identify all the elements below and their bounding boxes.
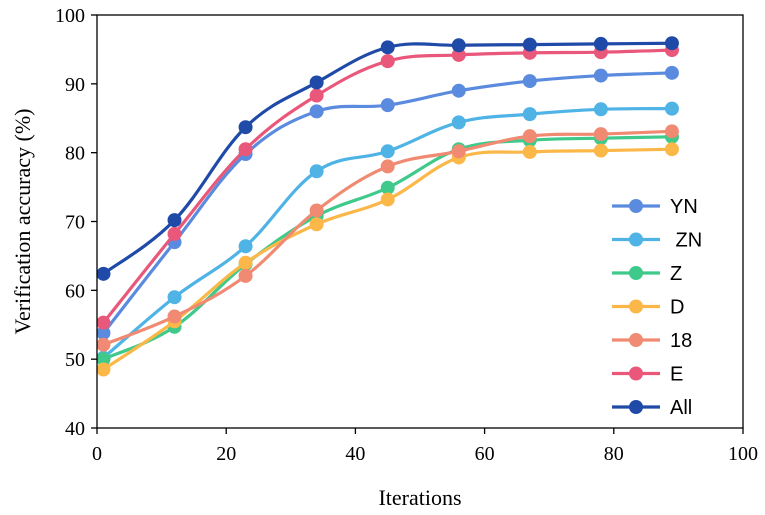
data-point-all	[380, 40, 395, 55]
data-point-d	[238, 255, 253, 270]
y-tick-label: 70	[65, 212, 85, 234]
data-point-zn	[593, 102, 608, 117]
legend-marker-zn	[629, 232, 643, 247]
data-point-all	[238, 120, 253, 135]
data-point-e	[238, 142, 253, 157]
data-point-e	[167, 226, 182, 241]
legend-label-d: D	[670, 297, 684, 319]
x-tick-label: 20	[216, 443, 236, 465]
legend-marker-18	[629, 333, 643, 347]
legend: YN ZN ZD 18 E All	[612, 196, 702, 419]
data-point-all	[522, 37, 537, 52]
data-point-zn	[522, 107, 537, 122]
data-point-18	[380, 159, 395, 174]
legend-label-18: 18	[670, 330, 692, 352]
legend-marker-z	[629, 266, 643, 280]
legend-item-zn: ZN	[612, 230, 702, 252]
data-point-zn	[238, 239, 253, 254]
legend-item-z: Z	[612, 263, 682, 285]
data-point-all	[309, 75, 324, 90]
plot-area	[96, 36, 679, 377]
legend-marker-yn	[629, 199, 643, 213]
data-point-18	[96, 337, 111, 352]
y-tick-label: 40	[65, 418, 85, 440]
legend-marker-all	[629, 400, 643, 414]
y-tick-label: 60	[65, 280, 85, 302]
data-point-all	[451, 38, 466, 53]
data-point-d	[593, 143, 608, 158]
data-point-18	[664, 124, 679, 139]
data-point-all	[167, 213, 182, 228]
series-d	[96, 142, 679, 377]
x-tick-label: 100	[728, 443, 758, 465]
data-point-18	[522, 129, 537, 144]
x-tick-label: 40	[345, 443, 365, 465]
data-point-d	[380, 192, 395, 207]
data-point-yn	[309, 104, 324, 119]
series-all	[96, 36, 679, 281]
data-point-e	[309, 88, 324, 103]
data-point-zn	[309, 164, 324, 179]
series-line-zn	[102, 107, 672, 360]
data-point-zn	[664, 101, 679, 116]
data-point-yn	[664, 65, 679, 80]
data-point-yn	[593, 68, 608, 83]
data-point-18	[167, 309, 182, 324]
legend-item-yn: YN	[612, 196, 698, 218]
data-point-yn	[96, 326, 111, 341]
series-line-e	[102, 48, 672, 324]
data-point-e	[380, 54, 395, 69]
x-tick-label: 60	[475, 443, 495, 465]
data-point-zn	[380, 144, 395, 159]
series-line-all	[102, 41, 672, 276]
plot-frame	[96, 14, 744, 429]
data-point-yn	[451, 83, 466, 98]
legend-label-yn: YN	[670, 196, 698, 218]
y-axis-title: Verification accuracy (%)	[10, 109, 35, 335]
legend-item-d: D	[612, 297, 684, 319]
series-e	[96, 43, 679, 330]
data-point-zn	[451, 115, 466, 130]
legend-item-all: All	[612, 397, 692, 419]
data-point-z	[380, 180, 395, 195]
legend-label-e: E	[670, 364, 683, 386]
data-point-18	[593, 127, 608, 142]
data-point-yn	[380, 98, 395, 113]
data-point-d	[664, 142, 679, 157]
data-point-yn	[522, 74, 537, 89]
legend-label-z: Z	[670, 263, 682, 285]
data-point-e	[451, 47, 466, 62]
legend-label-all: All	[670, 397, 692, 419]
data-point-all	[664, 36, 679, 51]
x-axis-title: Iterations	[378, 485, 461, 510]
data-point-18	[238, 268, 253, 283]
legend-item-18: 18	[612, 330, 692, 352]
data-point-all	[96, 266, 111, 281]
data-point-e	[96, 315, 111, 330]
data-point-d	[309, 217, 324, 232]
y-tick-label: 90	[65, 74, 85, 96]
x-tick-label: 0	[92, 443, 102, 465]
legend-label-zn: ZN	[670, 230, 702, 252]
legend-item-e: E	[612, 364, 683, 386]
legend-marker-e	[629, 366, 643, 381]
data-point-zn	[167, 290, 182, 305]
axes: 40 50 60 70 80 90 100 0 20 40 60 80 100	[55, 5, 758, 465]
series-zn	[96, 101, 679, 365]
data-point-18	[451, 144, 466, 159]
y-tick-label: 80	[65, 143, 85, 165]
y-tick-label: 50	[65, 349, 85, 371]
data-point-z	[96, 352, 111, 367]
data-point-d	[96, 362, 111, 377]
data-point-all	[593, 36, 608, 51]
data-point-d	[522, 144, 537, 159]
data-point-18	[309, 203, 324, 218]
x-tick-label: 80	[604, 443, 624, 465]
series-18	[96, 124, 679, 352]
legend-marker-d	[629, 299, 643, 314]
y-tick-label: 100	[55, 5, 85, 27]
series-line-yn	[102, 71, 673, 334]
